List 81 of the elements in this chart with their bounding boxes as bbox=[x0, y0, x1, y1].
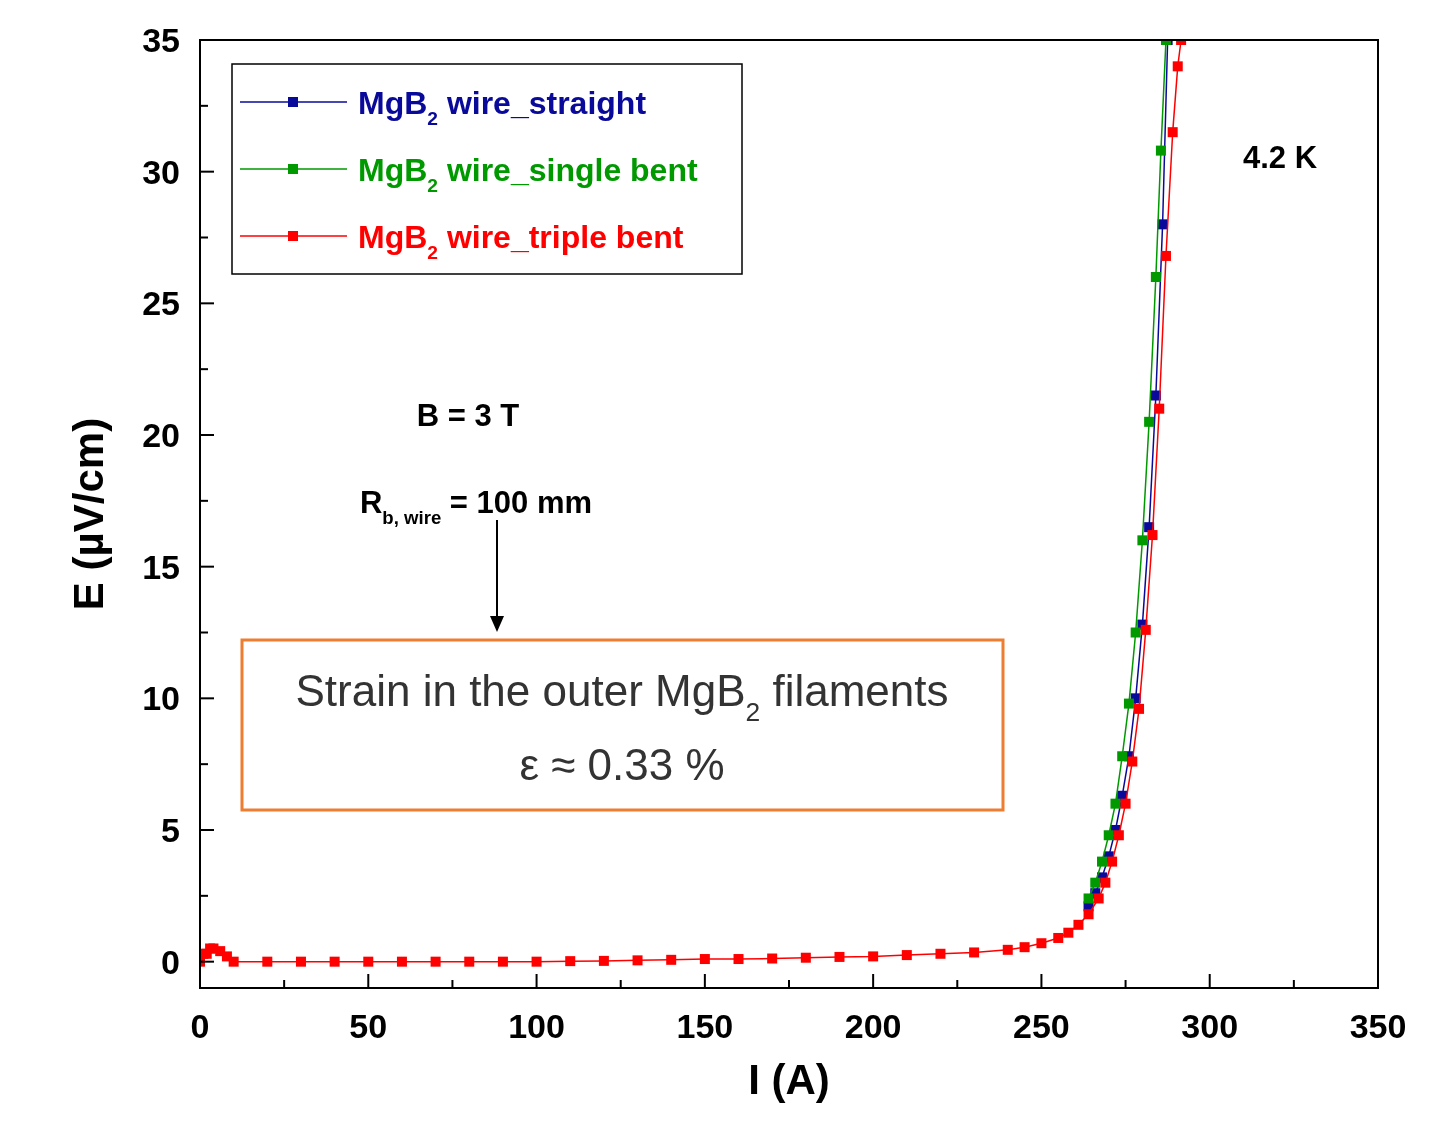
y-tick-label: 10 bbox=[142, 679, 180, 718]
point bbox=[1144, 416, 1155, 427]
point bbox=[1002, 944, 1013, 955]
point bbox=[699, 954, 710, 965]
point bbox=[666, 954, 677, 965]
point bbox=[228, 956, 239, 967]
y-tick-label: 20 bbox=[142, 416, 180, 454]
annotation: 4.2 K bbox=[1242, 140, 1318, 175]
point bbox=[834, 951, 845, 962]
point bbox=[1053, 932, 1064, 943]
point bbox=[329, 956, 340, 967]
point bbox=[531, 956, 542, 967]
legend-label: MgB$_{2}$ wire_single bent bbox=[358, 152, 698, 196]
point bbox=[1167, 127, 1178, 138]
point bbox=[1063, 927, 1074, 938]
point bbox=[1117, 751, 1128, 762]
point bbox=[464, 956, 475, 967]
point bbox=[598, 955, 609, 966]
x-tick-label: 300 bbox=[1181, 1007, 1239, 1045]
point bbox=[1036, 938, 1047, 949]
x-tick-label: 200 bbox=[844, 1007, 902, 1045]
point bbox=[1083, 893, 1094, 904]
point bbox=[1140, 624, 1151, 635]
point bbox=[1160, 250, 1171, 261]
point bbox=[632, 955, 643, 966]
point bbox=[1090, 877, 1101, 888]
y-axis-title: E (µV/cm) bbox=[65, 417, 112, 611]
point bbox=[1120, 798, 1131, 809]
annotation: ε ≈ 0.33 % bbox=[519, 740, 725, 789]
point bbox=[935, 948, 946, 959]
point bbox=[430, 956, 441, 967]
y-tick-label: 0 bbox=[161, 942, 180, 981]
x-tick-label: 0 bbox=[190, 1007, 210, 1045]
y-tick-label: 15 bbox=[142, 547, 180, 586]
point bbox=[1150, 272, 1161, 282]
point bbox=[1103, 830, 1114, 841]
point bbox=[1093, 893, 1104, 904]
point bbox=[1073, 919, 1084, 930]
point bbox=[733, 954, 744, 965]
annotation: R$_{b, wire}$ = 100 mm bbox=[359, 485, 593, 528]
x-tick-label: 100 bbox=[508, 1007, 565, 1045]
x-tick-label: 250 bbox=[1013, 1007, 1070, 1045]
point bbox=[1097, 856, 1108, 867]
point bbox=[565, 956, 576, 967]
legend-label: MgB$_{2}$ wire_straight bbox=[358, 85, 647, 129]
point bbox=[901, 950, 912, 961]
point bbox=[295, 956, 306, 967]
point bbox=[969, 947, 980, 958]
point bbox=[1172, 61, 1183, 72]
point bbox=[1137, 535, 1148, 546]
point bbox=[1019, 942, 1030, 953]
y-tick-label: 30 bbox=[142, 152, 180, 191]
point bbox=[262, 956, 273, 967]
x-axis-title: I (A) bbox=[748, 1056, 830, 1103]
point bbox=[1154, 403, 1165, 414]
x-tick-label: 350 bbox=[1349, 1007, 1407, 1045]
point bbox=[1107, 856, 1118, 867]
point bbox=[396, 956, 407, 967]
legend-label: MgB$_{2}$ wire_triple bent bbox=[358, 219, 684, 263]
point bbox=[767, 953, 778, 964]
y-tick-label: 25 bbox=[142, 284, 180, 323]
annotation: Strain in the outer MgB$_{2}$ filaments bbox=[295, 666, 949, 727]
point bbox=[1113, 830, 1124, 841]
x-tick-label: 150 bbox=[676, 1007, 734, 1045]
point bbox=[1147, 530, 1158, 541]
point bbox=[1083, 909, 1094, 920]
annotation: B = 3 T bbox=[416, 398, 520, 433]
point bbox=[1130, 627, 1141, 638]
point bbox=[1123, 698, 1134, 709]
y-tick-label: 5 bbox=[161, 811, 180, 849]
point bbox=[1110, 798, 1121, 809]
point bbox=[497, 956, 508, 967]
point bbox=[1127, 756, 1138, 767]
point bbox=[1134, 703, 1145, 714]
x-tick-label: 50 bbox=[349, 1007, 388, 1045]
point bbox=[800, 952, 811, 963]
point bbox=[868, 951, 879, 962]
y-tick-label: 35 bbox=[142, 21, 180, 59]
point bbox=[363, 956, 374, 967]
point bbox=[1100, 877, 1111, 888]
point bbox=[1155, 145, 1166, 156]
